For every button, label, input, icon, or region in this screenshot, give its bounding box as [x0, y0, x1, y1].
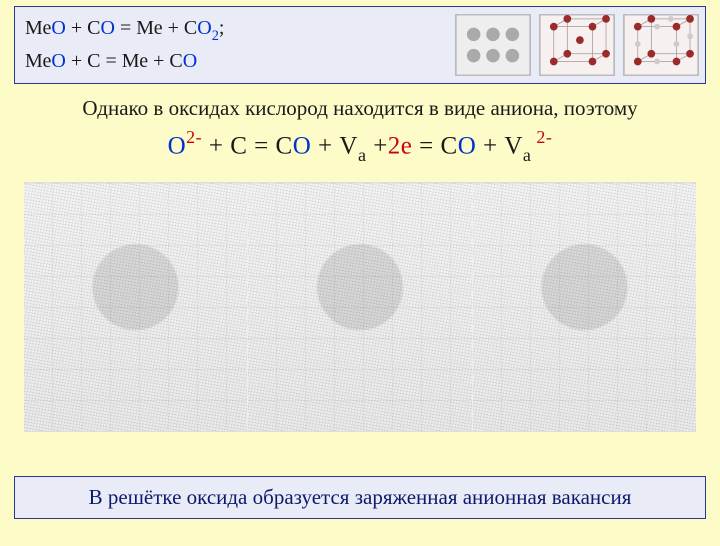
microstructure-image	[24, 182, 696, 432]
crystal-icon	[623, 14, 699, 76]
text: +	[366, 133, 387, 160]
bottom-panel: В решётке оксида образуется заряженная а…	[14, 476, 706, 519]
text: Ме	[25, 17, 51, 39]
text: ;	[219, 17, 225, 39]
subscript: 2	[212, 28, 219, 44]
micro-tile	[24, 183, 248, 431]
equation-1: МеО + СО = Ме + СО2;	[25, 13, 447, 46]
text: = С	[412, 133, 457, 160]
main-text-block: Однако в оксидах кислород находится в ви…	[28, 94, 692, 166]
text: + С	[66, 17, 101, 39]
top-panel: МеО + СО = Ме + СО2; МеО + С = Ме + СО	[14, 6, 706, 84]
text: О	[197, 17, 211, 39]
text: О	[51, 50, 65, 72]
crystal-icon	[455, 14, 531, 76]
text: + V	[311, 133, 358, 160]
text: О	[168, 133, 187, 160]
text: + С = Ме + С	[66, 50, 183, 72]
text: 2e	[388, 133, 413, 160]
text: + С = С	[202, 133, 293, 160]
top-equations: МеО + СО = Ме + СО2; МеО + С = Ме + СО	[15, 7, 455, 83]
micro-tile	[248, 183, 472, 431]
superscript: 2-	[186, 127, 202, 147]
superscript: 2-	[531, 127, 552, 147]
crystal-icon	[539, 14, 615, 76]
text: О	[183, 50, 197, 72]
conclusion-text: В решётке оксида образуется заряженная а…	[89, 485, 632, 509]
equation-3: О2- + С = СО + Va +2e = СО + Va 2-	[28, 126, 692, 166]
subscript: a	[523, 145, 532, 165]
text: О	[100, 17, 114, 39]
text: О	[458, 133, 477, 160]
subscript: a	[358, 145, 367, 165]
text: = Ме + С	[115, 17, 197, 39]
crystal-thumbnails	[455, 7, 705, 83]
lead-sentence: Однако в оксидах кислород находится в ви…	[28, 94, 692, 122]
text: О	[51, 17, 65, 39]
text: О	[293, 133, 312, 160]
equation-2: МеО + С = Ме + СО	[25, 46, 447, 77]
text: + V	[476, 133, 523, 160]
text: Ме	[25, 50, 51, 72]
micro-tile	[473, 183, 696, 431]
